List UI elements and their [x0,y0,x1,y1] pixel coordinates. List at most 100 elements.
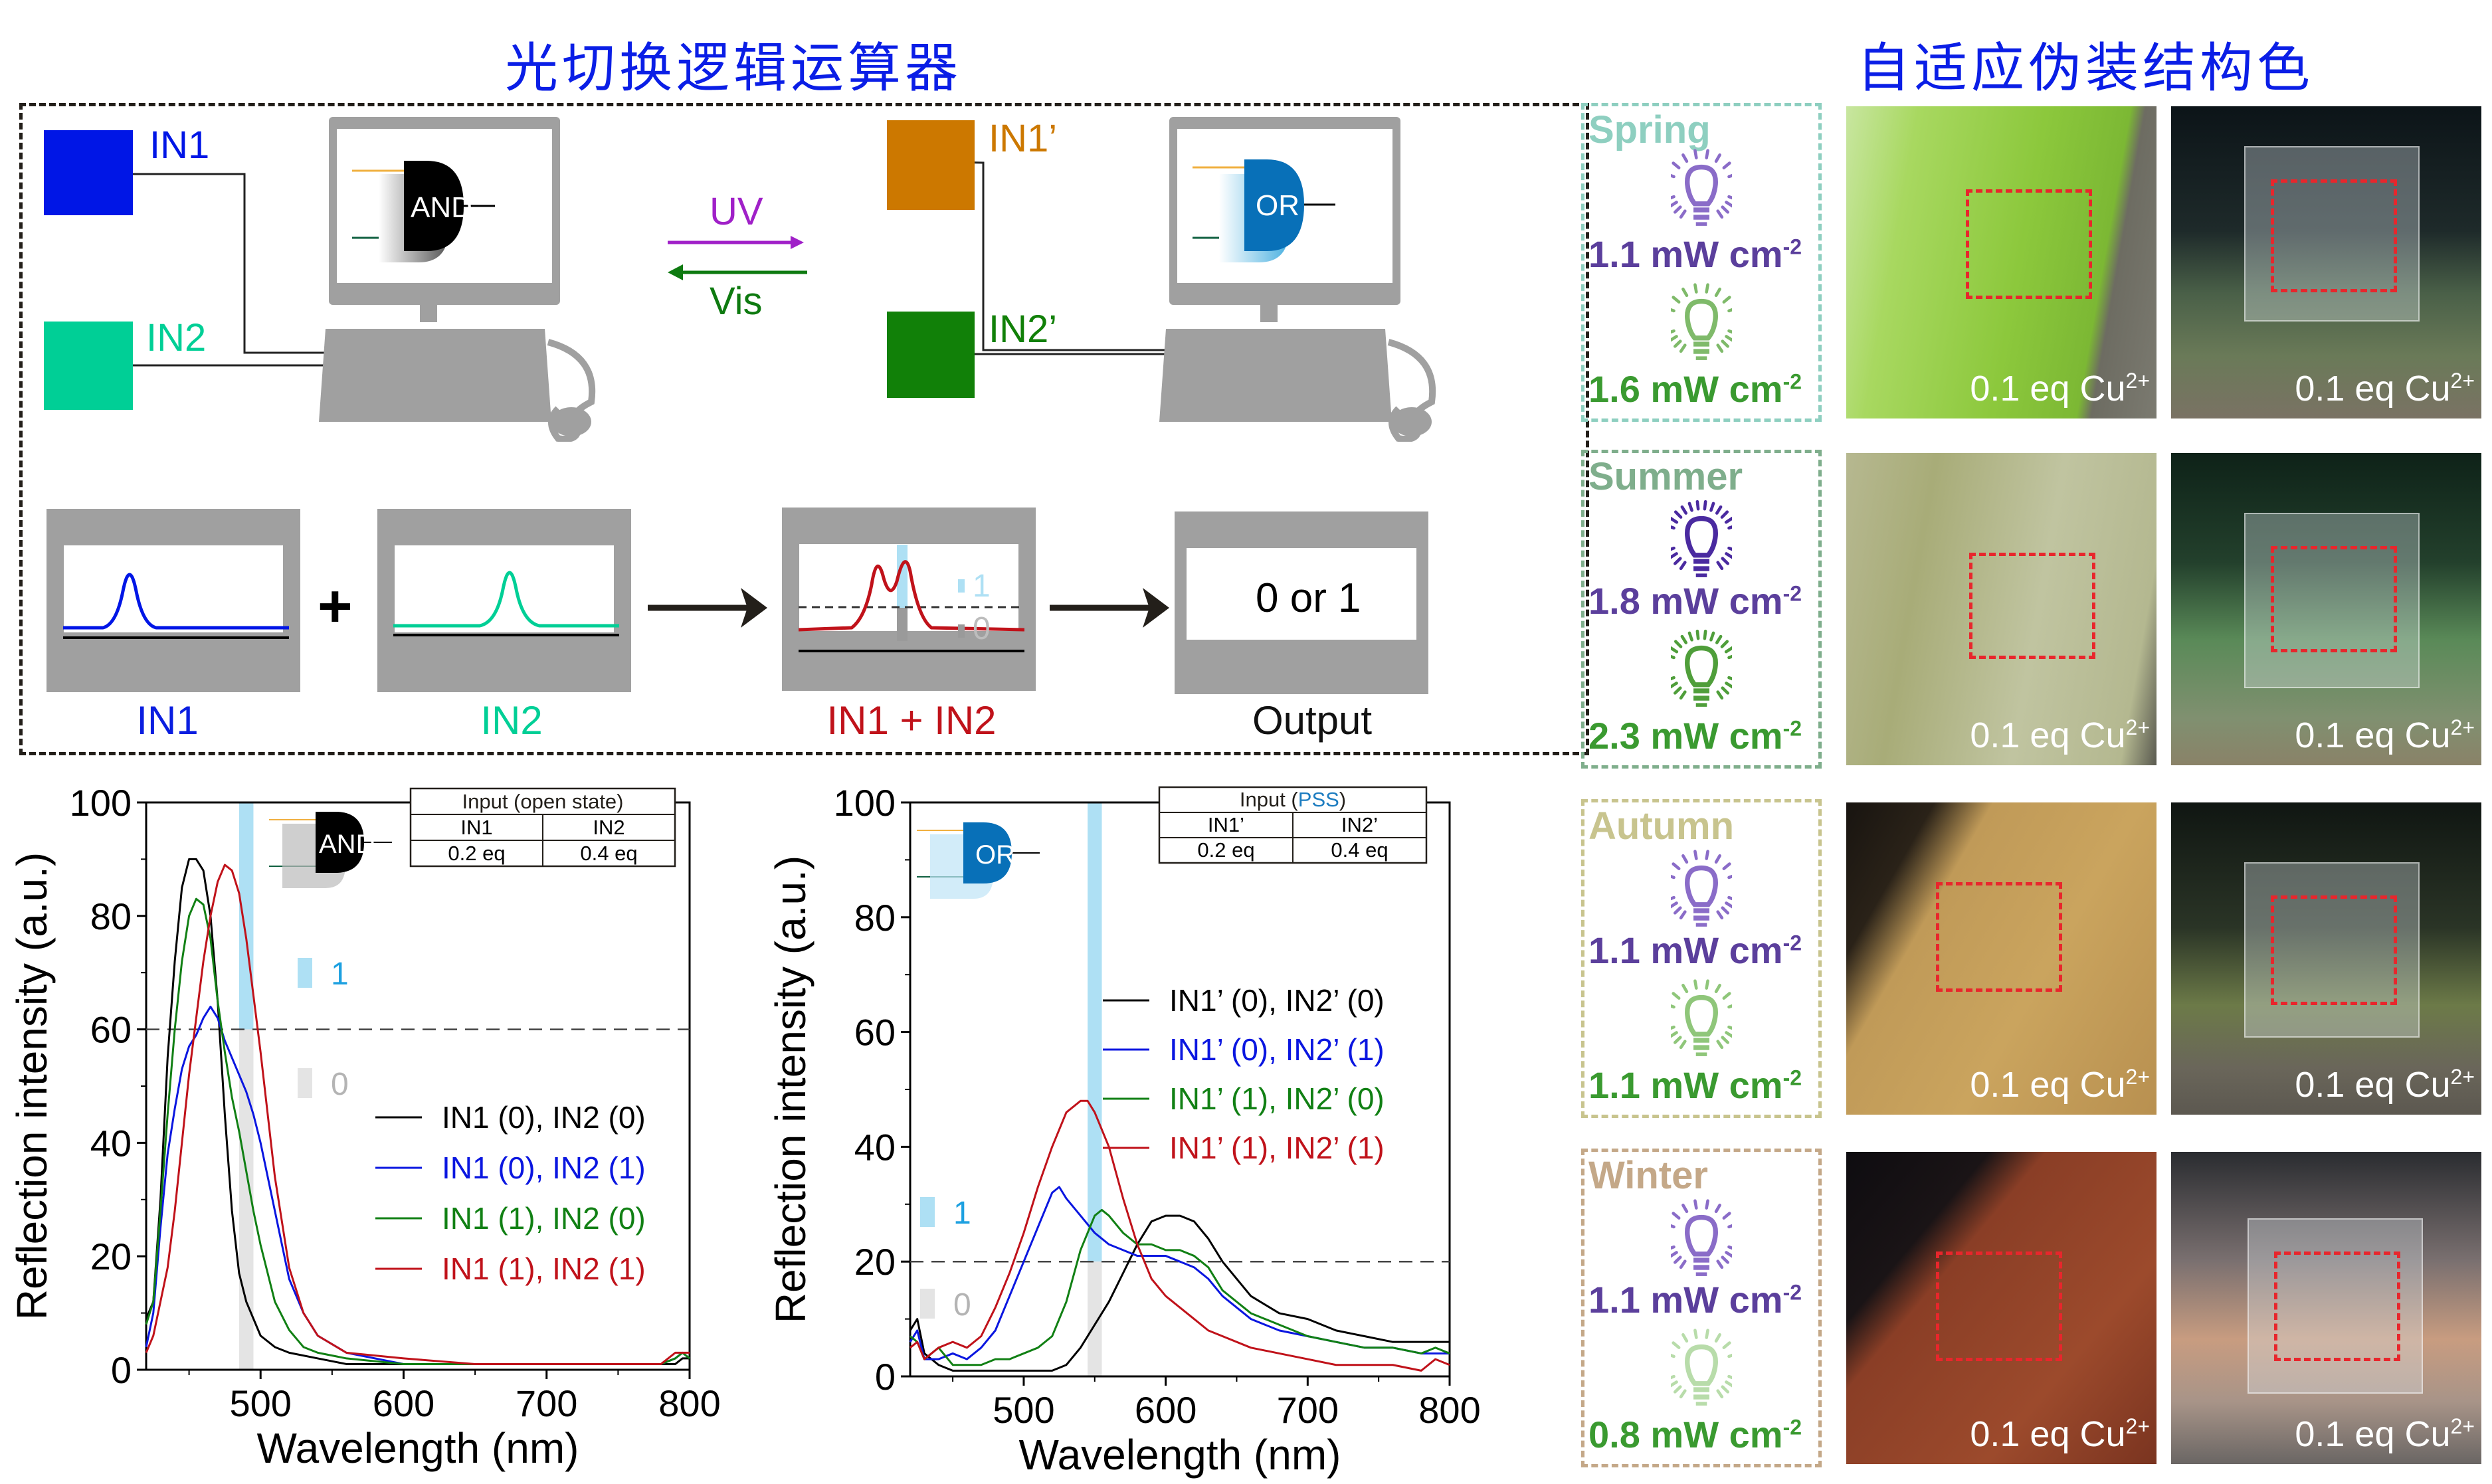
logic-diagram-frame [19,103,1589,755]
in1-color-block [44,130,133,215]
in1-spectrum-curve [63,573,289,639]
uv-power-value: 1.1 mW cm-2 [1588,233,1802,275]
uv-light-bulb-icon [1665,148,1738,244]
plus-sign: + [318,573,353,640]
level-zero-label: 0 [331,1067,349,1102]
legend-entry: IN1’ (0), IN2’ (1) [1169,1032,1385,1067]
uv-light-bulb-icon [1665,500,1738,596]
leaf-beetle-photo: 0.1 eq Cu2+ [1846,453,2157,765]
season-card-summer: Summer 1.8 mW cm-2 2.3 mW cm-2 [1581,450,1822,769]
sum-level-one: 1 [973,569,991,604]
table-title: Input (open state) [462,790,624,813]
in1-prime-color-block [887,120,975,210]
uv-power-value: 1.1 mW cm-2 [1588,929,1802,971]
or-gate-label: OR [1256,189,1299,222]
sum-spectrum-panel [782,508,1036,691]
season-name: Spring [1588,108,1711,151]
in2-label: IN2 [146,316,207,359]
table-header: IN1 [460,816,492,839]
legend-entry: IN1 (1), IN2 (0) [442,1201,646,1236]
x-tick-label: 800 [658,1382,720,1424]
y-tick-label: 80 [90,895,132,937]
arrow-to-sum-icon [648,588,767,628]
y-tick-label: 80 [854,897,896,939]
and-gate-icon: AND [352,161,495,262]
x-tick-label: 700 [516,1382,577,1424]
arrow-to-output-icon [1050,588,1169,628]
grass-house-photo: 0.1 eq Cu2+ [2171,453,2481,765]
input-table: Input (PSS)IN1’ IN2’ 0.2 eq 0.4 eq [1158,786,1428,864]
table-value: 0.2 eq [448,842,505,865]
copper-concentration-label: 0.1 eq Cu2+ [1970,1065,2150,1105]
y-tick-label: 20 [854,1241,896,1283]
legend-entry: IN1 (0), IN2 (1) [442,1151,646,1185]
level-one-label: 1 [953,1196,971,1231]
legend-entry: IN1 (1), IN2 (1) [442,1252,646,1286]
legend-entry: IN1 (0), IN2 (0) [442,1100,646,1135]
uv-power-value: 1.1 mW cm-2 [1588,1279,1802,1321]
copper-concentration-label: 0.1 eq Cu2+ [2295,1414,2475,1454]
level-zero-marker [920,1289,935,1319]
grass-house-photo: 0.1 eq Cu2+ [2171,106,2481,418]
uv-light-bulb-icon [1665,849,1738,945]
season-name: Autumn [1588,804,1735,848]
and-gate-label: AND [411,191,472,224]
in1-prime-label: IN1’ [989,117,1058,160]
gate-body [963,822,1012,883]
x-axis-label: Wavelength (nm) [1019,1431,1341,1479]
uv-power-value: 1.8 mW cm-2 [1588,580,1802,622]
leaf-beetle-photo: 0.1 eq Cu2+ [1846,802,2157,1115]
house-pattern-highlight [2271,179,2397,292]
level-one-marker [298,958,312,988]
x-tick-label: 800 [1418,1389,1480,1431]
in2-spectrum-panel [377,509,631,692]
x-tick-label: 700 [1277,1389,1339,1431]
in2-prime-color-block [887,312,975,398]
series-line-4 [910,1099,1450,1372]
season-card-autumn: Autumn 1.1 mW cm-2 1.1 mW cm-2 [1581,799,1822,1118]
house-pattern-highlight [2274,1252,2400,1361]
table-title: Input (PSS) [1240,788,1346,811]
level-zero-label: 0 [953,1287,971,1323]
y-tick-label: 0 [111,1349,132,1391]
vis-light-bulb-icon [1665,1328,1738,1424]
vis-power-value: 1.6 mW cm-2 [1588,368,1802,410]
camouflage-title: 自适应伪装结构色 [1857,37,2314,99]
in2-color-block [44,322,133,410]
y-tick-label: 20 [90,1236,132,1277]
series-line-2 [909,1186,1450,1360]
beetle-pattern-highlight [1936,882,2062,992]
series-line-3 [910,1208,1450,1366]
series-line-2 [145,1005,690,1365]
grass-house-photo: 0.1 eq Cu2+ [2171,1152,2481,1464]
logic-operator-title: 光切换逻辑运算器 [505,37,962,99]
table-value: 0.2 eq [1197,838,1254,862]
gate-body [316,812,364,873]
table-value: 0.4 eq [580,842,637,865]
legend-entry: IN1’ (1), IN2’ (0) [1169,1081,1385,1116]
uv-arrow-icon [668,236,804,249]
y-axis-label: Reflection intensity (a.u.) [767,856,815,1323]
season-name: Winter [1588,1154,1708,1197]
leaf-beetle-photo: 0.1 eq Cu2+ [1846,1152,2157,1464]
input-table: Input (open state) IN1 IN2 0.2 eq 0.4 eq [409,787,676,868]
in2-prime-label: IN2’ [989,308,1058,351]
x-tick-label: 600 [1135,1389,1197,1431]
table-header: IN2 [593,816,624,839]
copper-concentration-label: 0.1 eq Cu2+ [1970,715,2150,755]
x-axis-label: Wavelength (nm) [257,1424,579,1472]
and-computer-base [319,302,596,442]
legend-entry: IN1’ (1), IN2’ (1) [1169,1131,1385,1165]
in1-label: IN1 [149,124,210,167]
leaf-beetle-photo: 0.1 eq Cu2+ [1846,106,2157,418]
sum-spectrum-curve: 1 0 [799,545,1024,652]
output-panel [1175,511,1428,694]
output-one-band [1088,802,1102,1262]
sum-caption: IN1 + IN2 [826,698,997,743]
gate-label: AND [319,830,375,859]
vis-light-bulb-icon [1665,978,1738,1075]
y-tick-label: 0 [875,1356,896,1398]
y-tick-label: 40 [90,1122,132,1164]
y-tick-label: 60 [854,1012,896,1054]
in2-caption: IN2 [480,698,543,743]
